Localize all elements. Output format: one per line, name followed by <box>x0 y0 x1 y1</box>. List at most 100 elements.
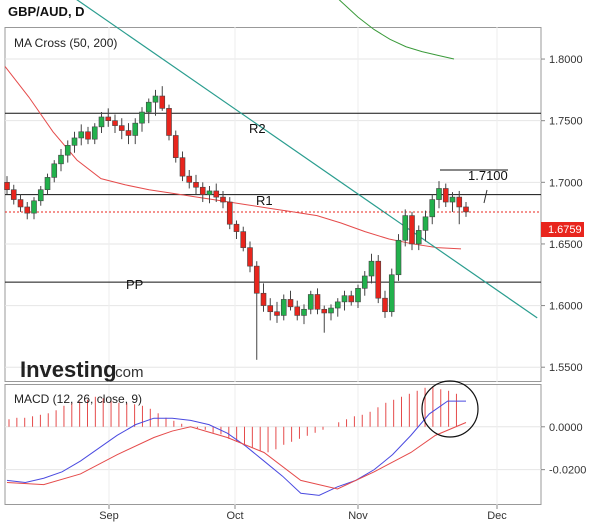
candle <box>159 86 166 111</box>
candle <box>4 176 10 195</box>
current-price-value: 1.6759 <box>548 224 582 236</box>
investing-logo: Investing .com <box>20 357 144 382</box>
ma-cross-label: MA Cross (50, 200) <box>14 36 117 50</box>
candle <box>179 151 186 182</box>
candle <box>429 194 436 225</box>
ma-200-line <box>338 0 455 60</box>
candle-body <box>348 295 355 303</box>
candle <box>51 160 58 183</box>
candle-body <box>91 126 98 140</box>
candle-body <box>294 306 301 316</box>
candle <box>409 211 415 251</box>
candle <box>442 183 449 207</box>
candle-body <box>355 288 361 303</box>
candle <box>321 305 328 333</box>
candle-body <box>199 186 206 195</box>
candle <box>415 225 422 251</box>
candle <box>105 108 112 127</box>
candle <box>463 202 469 217</box>
trend-line <box>76 0 538 319</box>
candle <box>112 114 118 134</box>
candle-body <box>395 239 402 276</box>
price-tick-label: 1.7500 <box>549 116 583 128</box>
candle <box>375 255 382 304</box>
candle-body <box>206 190 213 195</box>
candle <box>132 118 139 145</box>
r2-label: R2 <box>249 121 266 136</box>
candle-body <box>456 196 463 208</box>
candle <box>436 181 442 209</box>
candle-body <box>436 188 442 200</box>
candle-body <box>98 116 105 128</box>
candle <box>274 301 280 323</box>
candle-body <box>17 199 24 208</box>
candle-body <box>375 260 382 299</box>
candle-body <box>260 292 267 306</box>
level-1-7100-leader <box>483 189 488 204</box>
candle <box>368 253 375 284</box>
candle <box>226 197 233 230</box>
chart-title: GBP/AUD, D <box>8 4 85 19</box>
price-tick-label: 1.7000 <box>549 177 583 189</box>
candle <box>186 169 193 189</box>
candle-body <box>31 200 37 214</box>
candle <box>152 89 159 116</box>
candle-body <box>179 157 186 177</box>
candle <box>294 300 301 321</box>
price-tick-label: 1.6500 <box>549 239 583 251</box>
time-tick-label: Nov <box>348 510 368 522</box>
candle-body <box>361 275 368 289</box>
candle-body <box>274 311 280 316</box>
candle-body <box>58 154 64 165</box>
candle <box>98 112 105 134</box>
candle <box>355 284 361 309</box>
time-tick-label: Dec <box>487 510 507 522</box>
candle-body <box>24 206 31 214</box>
candle-body <box>4 182 10 191</box>
candle-body <box>186 175 193 183</box>
candle <box>139 107 145 132</box>
candle-body <box>314 294 321 310</box>
candle <box>456 190 463 225</box>
candle <box>388 268 395 317</box>
candle-body <box>226 201 233 225</box>
candle <box>71 131 78 153</box>
candle <box>361 271 368 296</box>
macd-label: MACD (12, 26, close, 9) <box>14 392 142 406</box>
candle <box>206 186 213 204</box>
candle-body <box>334 301 341 309</box>
candle-body <box>85 131 91 140</box>
candle-body <box>145 101 152 113</box>
candle <box>267 298 274 321</box>
candle-body <box>409 215 415 245</box>
r1-label: R1 <box>256 193 273 208</box>
candle <box>220 190 226 209</box>
candle <box>307 290 314 315</box>
candle-body <box>10 189 17 200</box>
ma-50-line <box>4 66 462 250</box>
crossover-highlight-circle <box>421 380 479 438</box>
candle-body <box>64 145 71 156</box>
candle <box>37 186 44 206</box>
candle-body <box>51 163 58 178</box>
candle <box>328 304 334 321</box>
price-tick-label: 1.8000 <box>549 54 583 66</box>
candle <box>247 241 253 273</box>
candle <box>118 118 125 140</box>
candle <box>125 123 132 145</box>
candle-body <box>328 307 334 314</box>
candle <box>166 104 172 141</box>
candle <box>402 209 409 247</box>
candle-body <box>159 95 166 109</box>
candle-body <box>341 295 348 303</box>
candle <box>31 197 37 220</box>
candle-body <box>213 190 220 198</box>
candle <box>17 194 24 212</box>
price-pane <box>4 27 542 382</box>
candle-body <box>125 130 132 136</box>
candle-body <box>247 247 253 267</box>
candle-body <box>139 111 145 124</box>
candle <box>395 234 402 281</box>
candle <box>422 210 429 242</box>
